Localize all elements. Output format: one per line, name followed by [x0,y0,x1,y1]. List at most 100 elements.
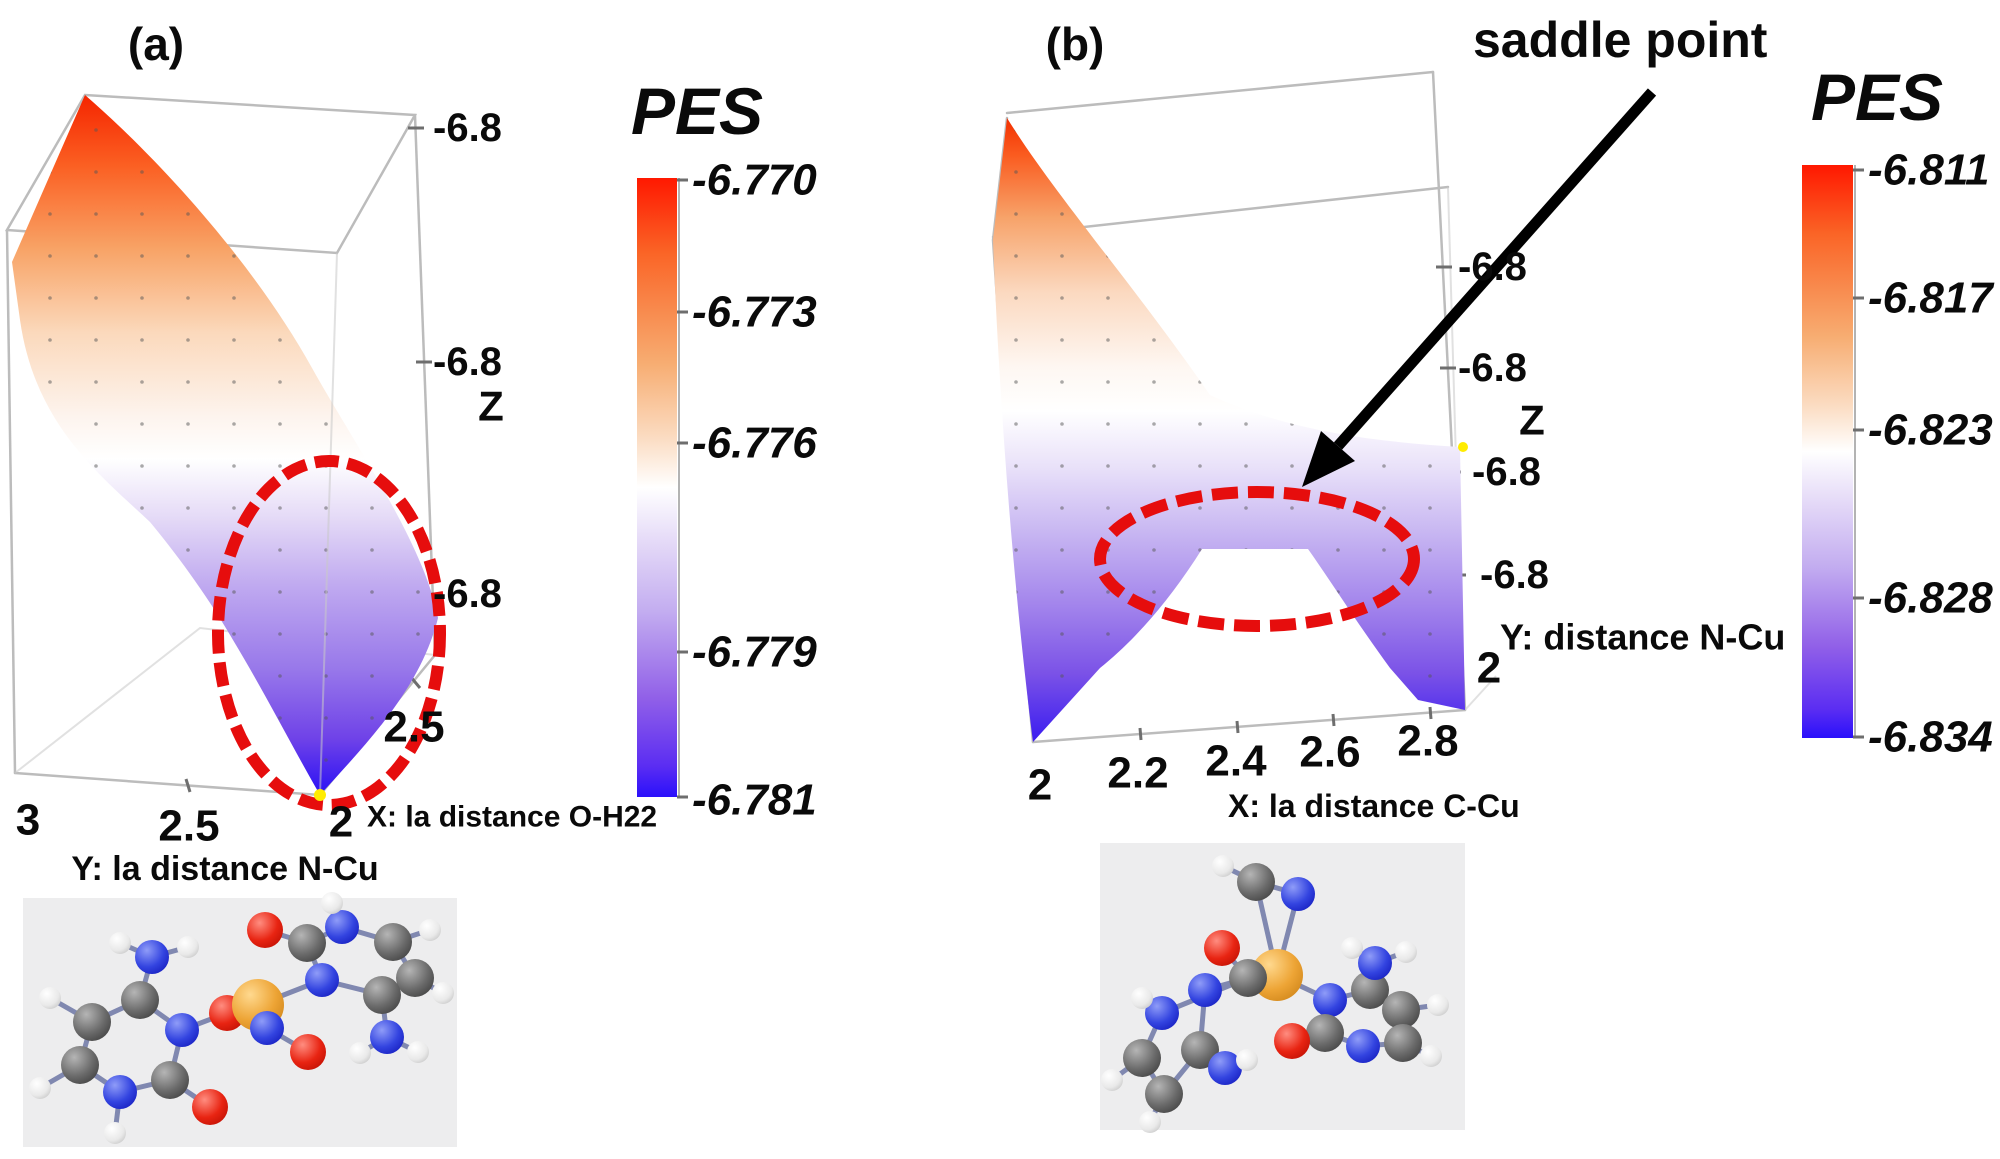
atom-N [1358,946,1392,980]
colorbar-a-tick-2: -6.773 [692,288,817,337]
colorbar-a: PES -6.770 -6.773 -6.776 -6.779 -6.781 [631,74,817,825]
panel-a: (a) -6.8 -6.8 Z -6.8 2.5 3 2.5 2 X: la d… [4,18,657,888]
colorbar-a-title: PES [631,74,763,148]
colorbar-b-title: PES [1811,60,1943,134]
x-tick-b-3: 2.4 [1205,737,1267,786]
atom-H [321,892,343,914]
atom-C [1351,971,1389,1009]
panel-b-label: (b) [1046,18,1105,70]
x-tick-b-5: 2.8 [1397,717,1458,766]
z-tick-b-4: -6.8 [1480,553,1549,597]
marker-dot-b [1458,442,1468,452]
y-axis-label-a: Y: la distance N-Cu [71,850,378,888]
atom-N [1188,973,1222,1007]
atom-N [1346,1029,1380,1063]
colorbar-b: PES -6.811 -6.817 -6.823 -6.828 -6.834 [1802,60,1995,762]
minimum-marker-dot [314,789,326,801]
atom-H [1131,987,1153,1009]
panel-a-label: (a) [128,18,184,70]
atom-C [121,981,159,1019]
atom-N [165,1013,199,1047]
x-tick-a-right: 2.5 [383,703,444,752]
atom-H [407,1041,429,1063]
y-axis-stub [1464,675,1497,711]
atom-C [73,1003,111,1041]
colorbar-b-tick-4: -6.828 [1868,574,1993,623]
colorbar-a-gradient [637,178,677,797]
colorbar-b-tick-3: -6.823 [1868,406,1993,455]
atom-O [192,1089,228,1125]
atom-H [1139,1111,1161,1133]
atom-H [432,982,454,1004]
pes-surface-a-grid-dots [12,95,438,795]
colorbar-b-ticks [1853,168,1864,739]
colorbar-a-tick-3: -6.776 [692,419,817,468]
atom-H [1395,941,1417,963]
z-tick-a-3: -6.8 [433,572,502,616]
box-top-front-edge [1005,70,1435,115]
atom-C [1306,1014,1344,1052]
x-tick-b-4: 2.6 [1299,728,1360,777]
atom-C [1237,863,1275,901]
box-bottom-edge [1031,708,1467,744]
panel-b: (b) saddle point -6.8 -6.8 Z -6. [991,12,1785,824]
y-tick-b: 2 [1477,644,1501,693]
y-tick-a-3: 2 [329,798,353,847]
atom-N [250,1011,284,1045]
z-tick-b-2: -6.8 [1458,346,1527,390]
colorbar-b-gradient [1802,165,1853,738]
saddle-point-annotation-text: saddle point [1473,12,1768,68]
molecule-structure-a [29,892,454,1144]
colorbar-b-tick-5: -6.834 [1868,713,1993,762]
y-tick-a-2: 2.5 [158,802,219,851]
atom-H [1341,937,1363,959]
colorbar-a-tick-4: -6.779 [692,628,817,677]
atom-H [1420,1045,1442,1067]
atom-N [1313,983,1347,1017]
atom-H [104,1122,126,1144]
atom-N [1281,877,1315,911]
arrow-shaft [1333,88,1657,450]
atom-H [29,1077,51,1099]
y-axis-label-b: Y: distance N-Cu [1500,617,1785,658]
minimum-ellipse-annotation [212,455,446,811]
box-left-edge [5,228,17,775]
atom-N [135,940,169,974]
box-front-edge [319,252,338,796]
atom-O [1204,930,1240,966]
panel-a-surface [12,95,438,796]
atom-O [290,1034,326,1070]
atom-H [419,919,441,941]
saddle-point-arrow [1302,88,1657,487]
atom-N [103,1075,137,1109]
atom-H [1212,855,1234,877]
atom-H [349,1042,371,1064]
molecule-structure-b [1101,855,1449,1133]
colorbar-b-tick-2: -6.817 [1868,274,1995,323]
atom-N [1208,1051,1242,1085]
atom-N [370,1020,404,1054]
atom-C [1384,1024,1422,1062]
x-axis-label-b: X: la distance C-Cu [1228,788,1520,824]
atom-O [1274,1023,1310,1059]
saddle-ellipse-annotation [1094,486,1420,632]
atom-H [1427,994,1449,1016]
z-axis-name-b: Z [1519,397,1545,444]
z-tick-a-2: -6.8 [433,340,502,384]
atom-C [1229,959,1267,997]
x-axis-label-a: X: la distance O-H22 [367,801,657,834]
atom-H [1101,1069,1123,1091]
z-tick-b-1: -6.8 [1458,245,1527,289]
atom-N [325,910,359,944]
atom-N [305,963,339,997]
atom-C [396,959,434,997]
colorbar-b-tick-1: -6.811 [1868,146,1990,195]
y-tick-a-1: 3 [16,796,40,845]
atom-O [247,912,283,948]
atom-C [151,1061,189,1099]
atom-C [1181,1031,1219,1069]
z-tick-b-3: -6.8 [1472,450,1541,494]
colorbar-a-tick-5: -6.781 [692,776,817,825]
atom-C [1145,1075,1183,1113]
